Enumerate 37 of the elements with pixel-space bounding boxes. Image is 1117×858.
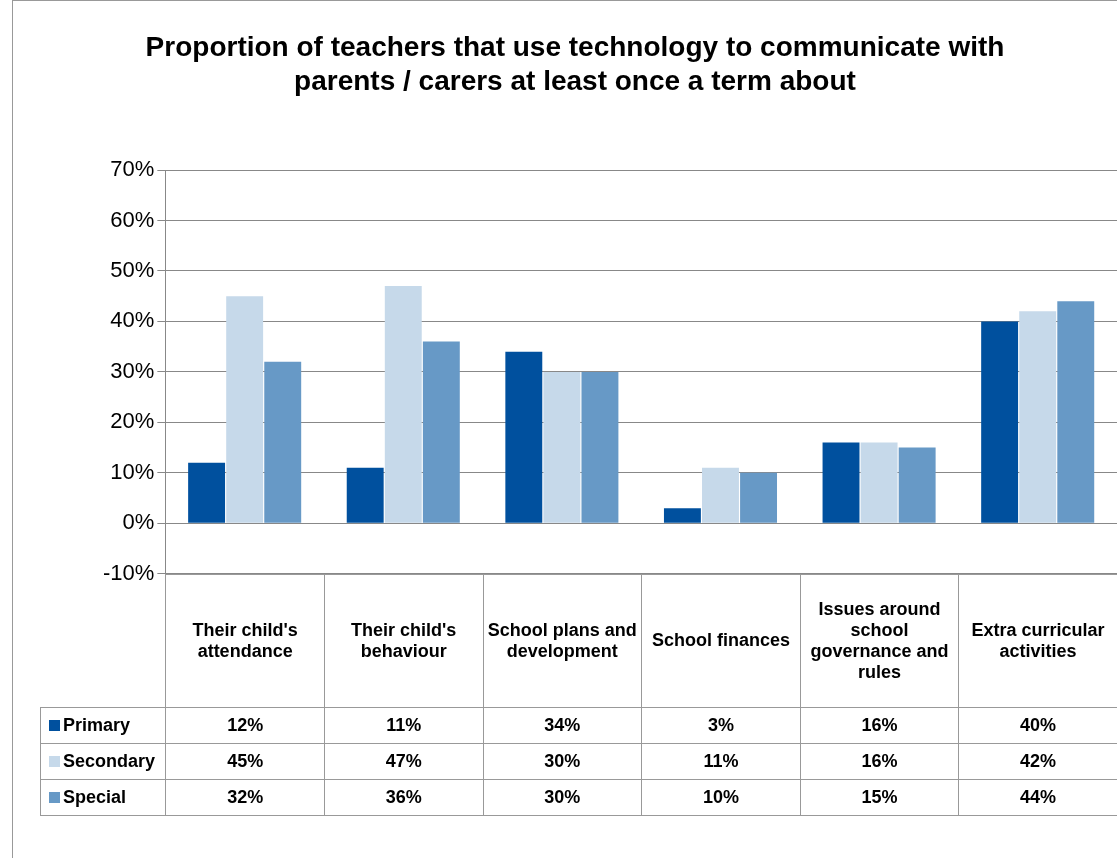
y-tick-label: 60% bbox=[110, 206, 155, 232]
data-label: 34% bbox=[483, 707, 642, 744]
data-label: 30% bbox=[483, 743, 642, 780]
y-tick-label: -10% bbox=[103, 559, 155, 585]
data-label: 32% bbox=[165, 779, 325, 816]
data-label: 10% bbox=[641, 779, 801, 816]
y-tick-label: 50% bbox=[110, 257, 155, 283]
x-tick-label: School finances bbox=[641, 574, 801, 708]
y-tick-label: 0% bbox=[122, 509, 155, 535]
y-tick-label: 30% bbox=[110, 357, 155, 383]
data-label: 16% bbox=[800, 707, 959, 744]
data-label: 44% bbox=[958, 779, 1117, 816]
data-label: 47% bbox=[324, 743, 484, 780]
data-label: 11% bbox=[324, 707, 484, 744]
legend-label: Special bbox=[40, 779, 166, 816]
x-tick-label: Issues around school governance and rules bbox=[800, 574, 959, 708]
legend-label: Secondary bbox=[40, 743, 166, 780]
data-label: 3% bbox=[641, 707, 801, 744]
y-tick-label: 20% bbox=[110, 408, 155, 434]
x-tick-label: Extra curricular activities bbox=[958, 574, 1117, 708]
data-label: 30% bbox=[483, 779, 642, 816]
data-label: 36% bbox=[324, 779, 484, 816]
data-label: 12% bbox=[165, 707, 325, 744]
data-label: 16% bbox=[800, 743, 959, 780]
y-tick-label: 10% bbox=[110, 458, 155, 484]
x-tick-label: School plans and development bbox=[483, 574, 642, 708]
data-label: 15% bbox=[800, 779, 959, 816]
x-tick-label: Their child's behaviour bbox=[324, 574, 484, 708]
y-tick-label: 40% bbox=[110, 307, 155, 333]
data-label: 40% bbox=[958, 707, 1117, 744]
x-tick-label: Their child's attendance bbox=[165, 574, 325, 708]
chart-title: Proportion of teachers that use technology to communicate with parents / carers at least once a term about bbox=[144, 30, 1006, 98]
legend-label: Primary bbox=[40, 707, 166, 744]
data-label: 11% bbox=[641, 743, 801, 780]
data-label: 42% bbox=[958, 743, 1117, 780]
y-tick-label: 70% bbox=[110, 156, 155, 182]
data-label: 45% bbox=[165, 743, 325, 780]
